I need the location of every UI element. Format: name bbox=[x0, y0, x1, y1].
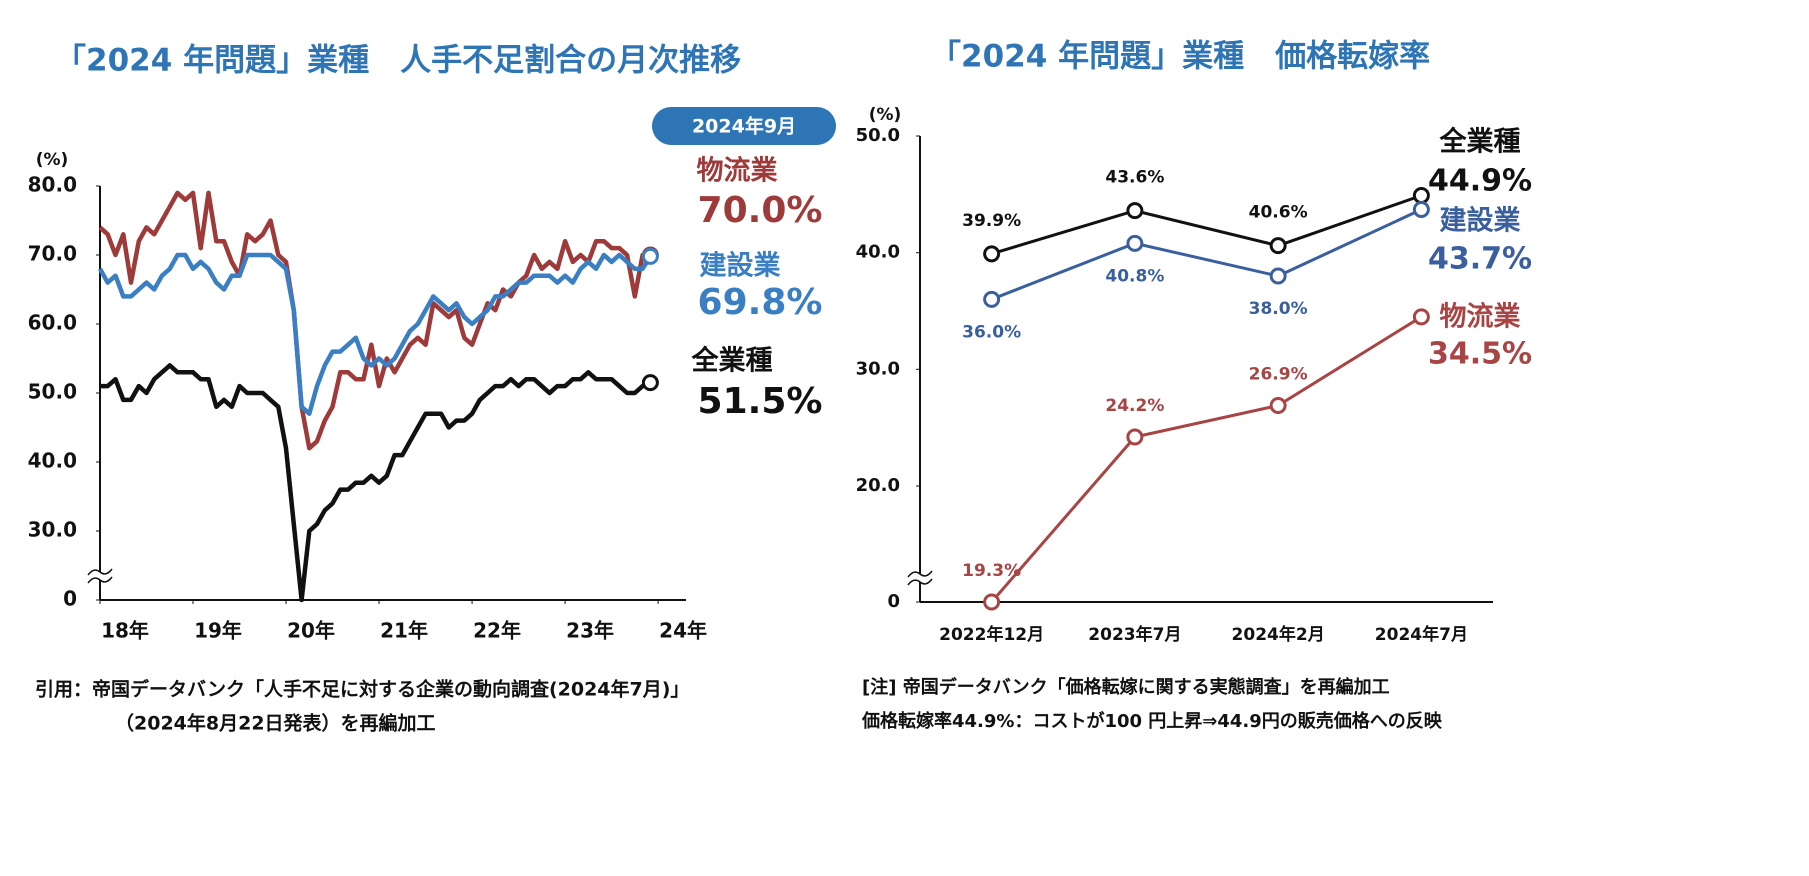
series-name: 全業種 bbox=[691, 345, 773, 377]
data-label: 24.2% bbox=[1105, 396, 1164, 416]
latest-value: 51.5% bbox=[698, 381, 823, 422]
data-point bbox=[1412, 201, 1430, 218]
x-tick-label: 2024年7月 bbox=[1375, 624, 1468, 645]
data-label: 39.9% bbox=[962, 211, 1021, 231]
x-tick-label: 2022年12月 bbox=[939, 624, 1044, 645]
series-name: 建設業 bbox=[1440, 205, 1521, 237]
series-line bbox=[991, 208, 1423, 301]
badge-label: 2024年9月 bbox=[692, 115, 796, 138]
series-name: 建設業 bbox=[700, 250, 781, 282]
series-name: 全業種 bbox=[1439, 126, 1521, 158]
latest-value: 43.7% bbox=[1428, 242, 1532, 277]
chart-title: 「2024 年問題」業種 人手不足割合の月次推移 bbox=[55, 43, 741, 79]
series-line bbox=[98, 252, 653, 416]
note: 引用：帝国データバンク「人手不足に対する企業の動向調査(2024年7月)」 bbox=[35, 678, 689, 701]
data-point bbox=[1269, 397, 1287, 414]
x-tick-label: 2024年2月 bbox=[1232, 624, 1325, 645]
data-point bbox=[983, 245, 1001, 263]
latest-value: 34.5% bbox=[1428, 337, 1532, 372]
x-tick-label: 19年 bbox=[194, 619, 242, 643]
chart-title: 「2024 年問題」業種 価格転嫁率 bbox=[930, 39, 1430, 75]
data-label: 38.0% bbox=[1249, 299, 1308, 319]
x-tick-label: 24年 bbox=[659, 619, 707, 643]
badge bbox=[652, 107, 836, 145]
data-label: 36.0% bbox=[962, 322, 1021, 342]
data-label: 19.3% bbox=[962, 561, 1021, 581]
data-point bbox=[983, 290, 1001, 308]
data-label: 40.8% bbox=[1105, 266, 1164, 286]
y-tick-label: 40.0 bbox=[28, 449, 77, 473]
note: （2024年8月22日発表）を再編加工 bbox=[115, 712, 436, 735]
x-tick-label: 18年 bbox=[101, 619, 149, 643]
y-tick-label: 70.0 bbox=[28, 242, 77, 266]
note: 価格転嫁率44.9%：コストが100 円上昇⇒44.9円の販売価格への反映 bbox=[861, 710, 1443, 732]
latest-value: 44.9% bbox=[1428, 164, 1532, 199]
x-tick-label: 2023年7月 bbox=[1088, 624, 1181, 645]
y-tick-label: 80.0 bbox=[28, 173, 77, 197]
axis-break bbox=[911, 574, 929, 582]
data-point bbox=[1269, 237, 1287, 255]
axis-break bbox=[87, 576, 113, 584]
x-tick-label: 21年 bbox=[380, 619, 428, 643]
y-tick-label: 50.0 bbox=[856, 125, 900, 146]
data-point bbox=[641, 374, 659, 392]
data-point bbox=[1269, 267, 1287, 285]
data-point bbox=[1126, 428, 1144, 446]
y-tick-label: 60.0 bbox=[28, 311, 77, 335]
data-point bbox=[1412, 187, 1430, 204]
series-name: 物流業 bbox=[1440, 302, 1521, 333]
note: [注] 帝国データバンク「価格転嫁に関する実態調査」を再編加工 bbox=[862, 676, 1390, 698]
y-axis-label: (%) bbox=[869, 105, 902, 125]
series-line bbox=[991, 194, 1422, 256]
series-line bbox=[98, 190, 651, 451]
data-point bbox=[983, 593, 1001, 611]
y-tick-label: 30.0 bbox=[28, 518, 77, 542]
y-tick-label: 20.0 bbox=[856, 475, 900, 496]
y-tick-label: 40.0 bbox=[856, 242, 900, 263]
data-label: 26.9% bbox=[1249, 365, 1308, 385]
axis-break bbox=[87, 568, 113, 576]
latest-value: 69.8% bbox=[698, 282, 823, 323]
y-tick-label: 0 bbox=[63, 587, 77, 611]
axis-break bbox=[91, 572, 109, 580]
y-axis-label: (%) bbox=[36, 150, 69, 170]
x-tick-label: 22年 bbox=[473, 619, 521, 643]
x-tick-label: 20年 bbox=[287, 619, 335, 643]
series-name: 物流業 bbox=[697, 156, 778, 187]
series-line bbox=[990, 315, 1423, 603]
data-point bbox=[641, 247, 659, 265]
series-line bbox=[100, 363, 652, 603]
axis-break bbox=[907, 570, 933, 578]
axis-break bbox=[907, 578, 933, 586]
y-tick-label: 0 bbox=[887, 591, 900, 612]
data-point bbox=[1412, 308, 1430, 326]
data-point bbox=[1126, 234, 1144, 252]
y-tick-label: 30.0 bbox=[856, 358, 900, 379]
data-label: 40.6% bbox=[1249, 203, 1308, 223]
latest-value: 70.0% bbox=[698, 190, 823, 231]
data-label: 43.6% bbox=[1105, 168, 1164, 188]
x-tick-label: 23年 bbox=[566, 619, 614, 643]
y-tick-label: 50.0 bbox=[28, 380, 77, 404]
data-point bbox=[1126, 202, 1144, 220]
